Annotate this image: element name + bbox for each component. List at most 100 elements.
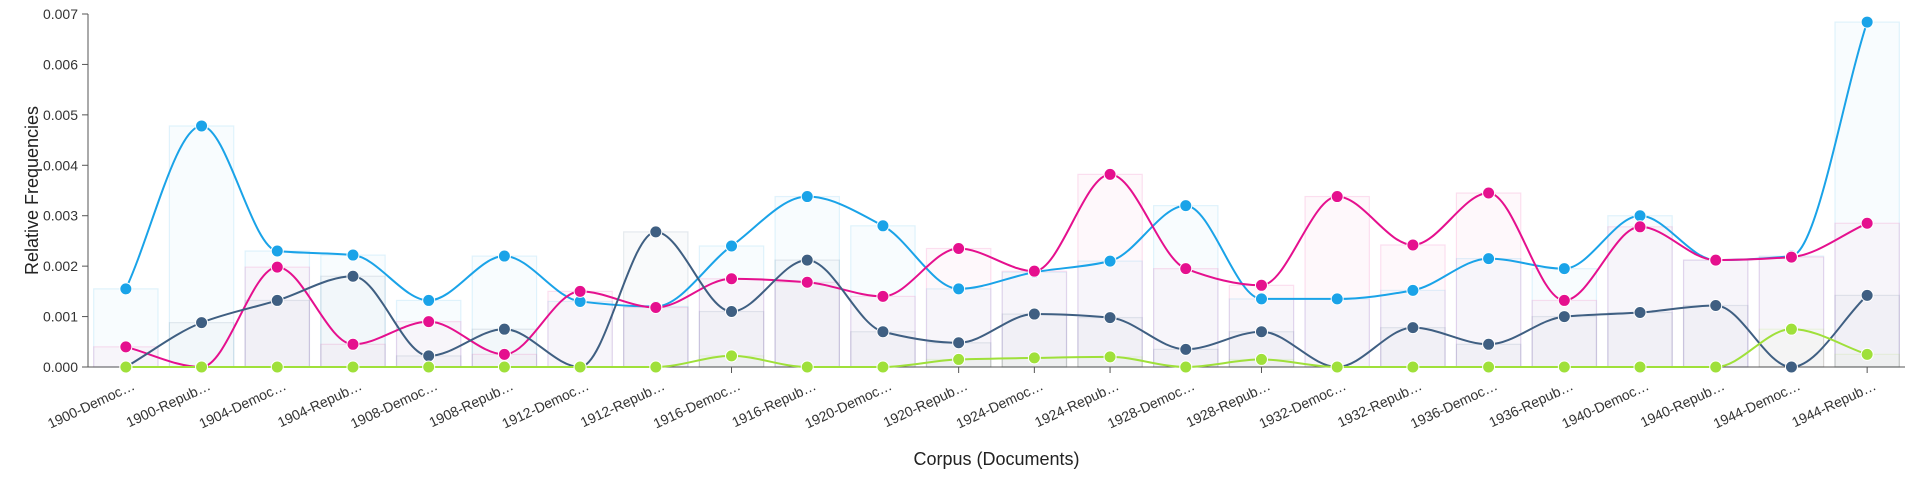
data-point[interactable] xyxy=(1482,337,1496,351)
data-point[interactable] xyxy=(876,325,890,339)
data-point[interactable] xyxy=(1103,311,1117,325)
data-point[interactable] xyxy=(1330,292,1344,306)
data-point[interactable] xyxy=(876,289,890,303)
data-point[interactable] xyxy=(1330,190,1344,204)
data-point[interactable] xyxy=(1179,360,1193,374)
y-tick-label: 0.005 xyxy=(43,107,78,123)
data-point[interactable] xyxy=(1254,352,1268,366)
data-point[interactable] xyxy=(573,284,587,298)
data-point[interactable] xyxy=(497,322,511,336)
data-point[interactable] xyxy=(725,272,739,286)
data-point[interactable] xyxy=(195,316,209,330)
data-point[interactable] xyxy=(1179,342,1193,356)
data-point[interactable] xyxy=(1179,199,1193,213)
data-point[interactable] xyxy=(1406,360,1420,374)
frequency-bar xyxy=(1607,311,1673,368)
data-point[interactable] xyxy=(952,352,966,366)
frequency-bar xyxy=(623,231,689,368)
data-point[interactable] xyxy=(270,360,284,374)
data-point[interactable] xyxy=(346,360,360,374)
data-point[interactable] xyxy=(1784,360,1798,374)
data-point[interactable] xyxy=(800,275,814,289)
frequency-bar xyxy=(1304,195,1370,368)
data-point[interactable] xyxy=(952,282,966,296)
data-point[interactable] xyxy=(1860,216,1874,230)
data-point[interactable] xyxy=(800,253,814,267)
data-point[interactable] xyxy=(1709,253,1723,267)
data-point[interactable] xyxy=(270,260,284,274)
data-point[interactable] xyxy=(1482,360,1496,374)
data-point[interactable] xyxy=(1709,298,1723,312)
data-point[interactable] xyxy=(1557,293,1571,307)
data-point[interactable] xyxy=(497,360,511,374)
data-point[interactable] xyxy=(1557,262,1571,276)
series-line-2 xyxy=(125,173,1868,369)
data-point[interactable] xyxy=(573,360,587,374)
data-point[interactable] xyxy=(1709,360,1723,374)
data-point[interactable] xyxy=(1027,264,1041,278)
data-point[interactable] xyxy=(725,239,739,253)
data-point[interactable] xyxy=(1027,351,1041,365)
data-point[interactable] xyxy=(800,360,814,374)
data-point[interactable] xyxy=(422,293,436,307)
data-point[interactable] xyxy=(1633,306,1647,320)
data-point[interactable] xyxy=(1330,360,1344,374)
data-point[interactable] xyxy=(1406,238,1420,252)
y-tick-label: 0.004 xyxy=(43,157,78,173)
data-point[interactable] xyxy=(1784,322,1798,336)
data-point[interactable] xyxy=(422,360,436,374)
data-point[interactable] xyxy=(952,336,966,350)
y-tick-label: 0.007 xyxy=(43,6,78,22)
data-point[interactable] xyxy=(346,269,360,283)
x-ticks: 1900-Democ…1900-Repub…1904-Democ…1904-Re… xyxy=(45,367,1878,432)
data-point[interactable] xyxy=(422,315,436,329)
data-point[interactable] xyxy=(952,241,966,255)
data-point[interactable] xyxy=(1254,325,1268,339)
data-point[interactable] xyxy=(1103,254,1117,268)
data-point[interactable] xyxy=(195,119,209,133)
data-point[interactable] xyxy=(649,225,663,239)
x-tick-label: 1928-Democ… xyxy=(1105,377,1197,431)
data-point[interactable] xyxy=(1860,15,1874,29)
data-point[interactable] xyxy=(800,190,814,204)
data-point[interactable] xyxy=(497,249,511,263)
data-point[interactable] xyxy=(1103,350,1117,364)
data-point[interactable] xyxy=(119,282,133,296)
data-point[interactable] xyxy=(1633,360,1647,374)
data-point[interactable] xyxy=(1557,310,1571,324)
data-point[interactable] xyxy=(876,360,890,374)
data-point[interactable] xyxy=(1482,186,1496,200)
data-point[interactable] xyxy=(725,305,739,319)
data-point[interactable] xyxy=(649,360,663,374)
data-point[interactable] xyxy=(195,360,209,374)
data-point[interactable] xyxy=(1784,250,1798,264)
data-point[interactable] xyxy=(1860,288,1874,302)
y-tick-label: 0.002 xyxy=(43,258,78,274)
data-point[interactable] xyxy=(1179,262,1193,276)
data-point[interactable] xyxy=(346,248,360,262)
x-tick-label: 1920-Democ… xyxy=(802,377,894,431)
data-point[interactable] xyxy=(422,349,436,363)
data-point[interactable] xyxy=(119,340,133,354)
data-point[interactable] xyxy=(270,293,284,307)
data-point[interactable] xyxy=(1254,292,1268,306)
data-point[interactable] xyxy=(649,300,663,314)
data-point[interactable] xyxy=(1633,220,1647,234)
data-point[interactable] xyxy=(346,337,360,351)
data-point[interactable] xyxy=(1027,307,1041,321)
data-point[interactable] xyxy=(725,349,739,363)
data-point[interactable] xyxy=(1557,360,1571,374)
series-points xyxy=(119,15,1874,374)
data-point[interactable] xyxy=(1406,283,1420,297)
data-point[interactable] xyxy=(876,219,890,233)
data-point[interactable] xyxy=(1254,278,1268,292)
data-point[interactable] xyxy=(119,360,133,374)
data-point[interactable] xyxy=(497,347,511,361)
data-point[interactable] xyxy=(1406,321,1420,335)
data-point[interactable] xyxy=(1103,167,1117,181)
data-point[interactable] xyxy=(1482,252,1496,266)
data-point[interactable] xyxy=(270,244,284,258)
data-point[interactable] xyxy=(1860,347,1874,361)
data-point[interactable] xyxy=(1633,209,1647,223)
